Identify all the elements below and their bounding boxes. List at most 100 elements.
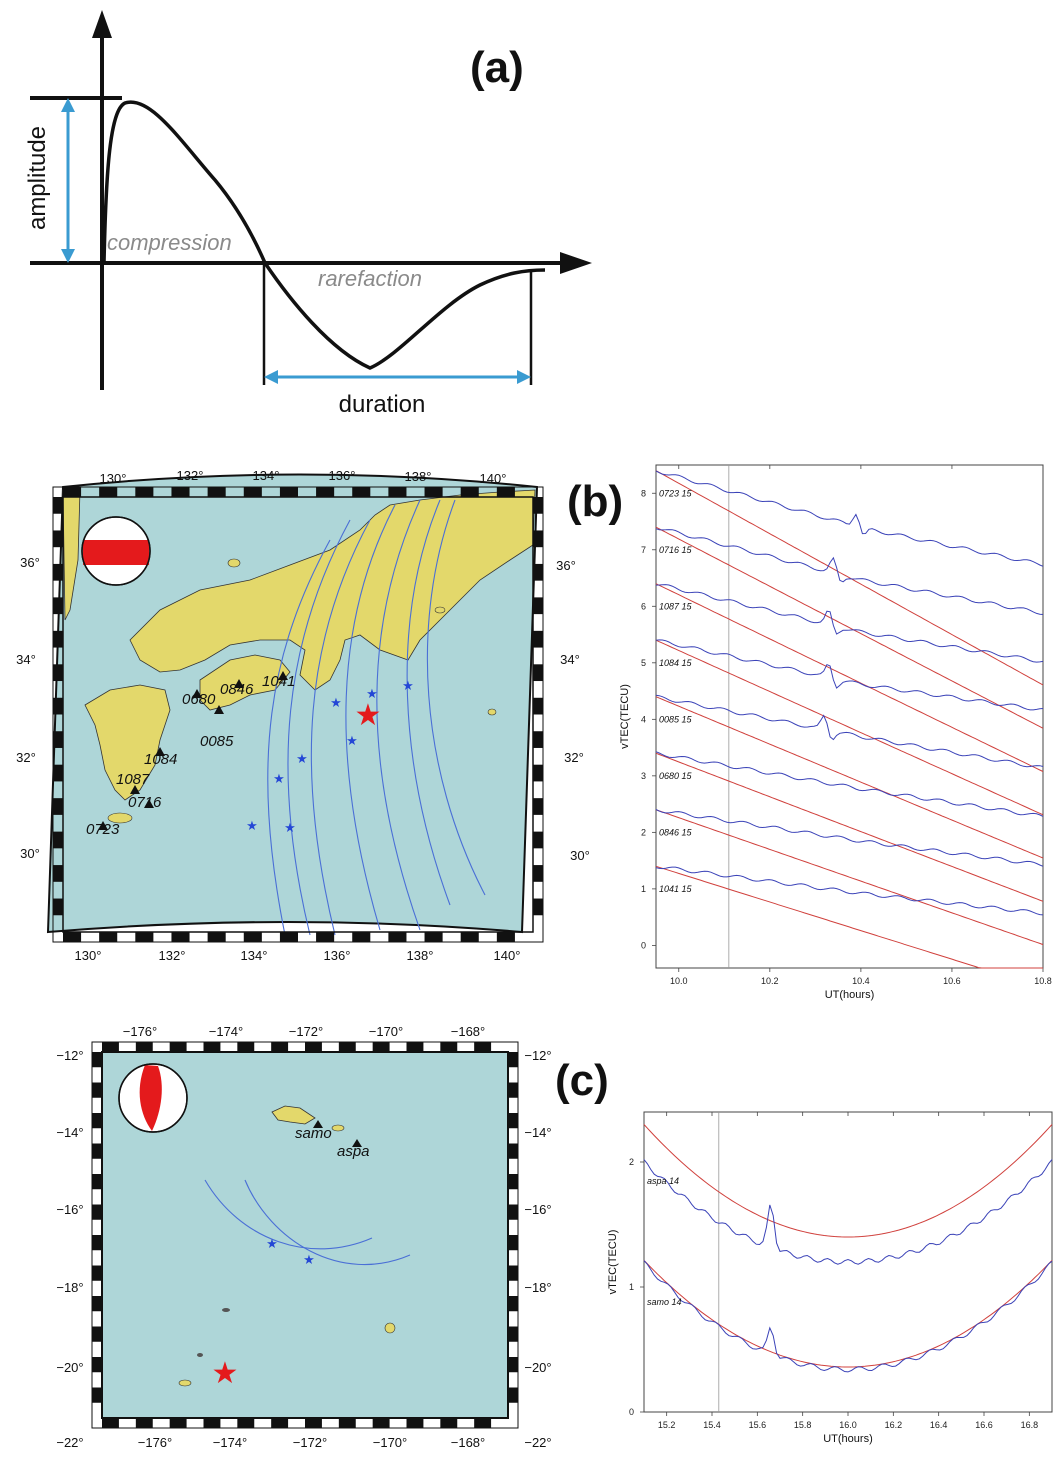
frame-bar bbox=[508, 1052, 518, 1068]
observed-trace bbox=[655, 751, 1044, 817]
frame-bar bbox=[533, 898, 543, 916]
map-tick-label: 134° bbox=[253, 468, 280, 483]
model-trace bbox=[643, 1124, 1053, 1238]
frame-bar bbox=[203, 1418, 221, 1428]
frame-bar bbox=[508, 1326, 518, 1342]
frame-bar bbox=[243, 932, 262, 942]
observed-trace bbox=[655, 866, 1044, 916]
y-tick-label: 4 bbox=[641, 714, 646, 724]
trace-label: 0085 15 bbox=[659, 714, 693, 724]
map-tick-label: −20° bbox=[56, 1360, 83, 1375]
station-label: 0680 bbox=[182, 691, 216, 708]
station-label: 0716 bbox=[128, 794, 162, 811]
frame-bar bbox=[279, 487, 298, 497]
model-trace bbox=[655, 809, 1044, 946]
plot-area bbox=[643, 1111, 1053, 1413]
frame-bar bbox=[352, 932, 371, 942]
map-tick-label: −176° bbox=[138, 1435, 172, 1450]
model-trace bbox=[655, 752, 1044, 902]
frame-bar bbox=[508, 1113, 518, 1129]
island bbox=[197, 1353, 203, 1357]
frame-bar bbox=[474, 1042, 492, 1052]
map-tick-label: −170° bbox=[373, 1435, 407, 1450]
map-b-lon-ticks-top: 130° 132° 134° 136° 138° 140° bbox=[100, 468, 507, 486]
map-tick-label: −176° bbox=[123, 1024, 157, 1039]
frame-bar bbox=[305, 1042, 322, 1052]
observed-trace bbox=[655, 470, 1044, 567]
panel-c-vtec-chart: 15.2 15.4 15.6 15.8 16.0 16.2 16.4 16.6 16.8 0 1 2 U… bbox=[607, 1111, 1053, 1445]
panel-c-map: (c) ★ ★ ★ samo aspa −176° −174° −172° −170°… bbox=[56, 1024, 608, 1450]
panel-c-label: (c) bbox=[555, 1056, 609, 1105]
map-tick-label: −168° bbox=[451, 1024, 485, 1039]
station-label: 0846 bbox=[220, 681, 254, 698]
x-tick-label: 16.8 bbox=[1021, 1420, 1039, 1430]
frame-border bbox=[52, 486, 544, 943]
map-tick-label: 32° bbox=[16, 750, 36, 765]
model-trace bbox=[655, 639, 1044, 816]
ipp-star: ★ bbox=[284, 821, 296, 836]
frame-bar bbox=[533, 798, 543, 815]
frame-bar bbox=[316, 932, 335, 942]
frame-bar bbox=[92, 1265, 102, 1281]
map-tick-label: 134° bbox=[241, 948, 268, 963]
map-tick-label: 140° bbox=[480, 471, 507, 486]
frame-bar bbox=[53, 731, 63, 748]
trace-label: aspa 14 bbox=[647, 1176, 679, 1186]
frame-bar bbox=[53, 798, 63, 815]
frame-bar bbox=[460, 487, 479, 497]
frame-bar bbox=[508, 1265, 518, 1281]
duration-arrow-right bbox=[517, 370, 531, 384]
y-tick-label: 1 bbox=[641, 884, 646, 894]
ipp-star: ★ bbox=[330, 696, 342, 711]
station-marker bbox=[234, 679, 244, 688]
station-marker bbox=[214, 705, 224, 714]
map-tick-label: −18° bbox=[56, 1280, 83, 1295]
map-c-lon-ticks-bottom: −176° −174° −172° −170° −168° bbox=[138, 1435, 485, 1450]
frame-bar bbox=[99, 932, 118, 942]
map-c-lon-ticks-top: −176° −174° −172° −170° −168° bbox=[123, 1024, 485, 1039]
frame-bar bbox=[533, 831, 543, 849]
frame-bar bbox=[92, 1113, 102, 1129]
frame-bar bbox=[508, 1174, 518, 1190]
frame-bar bbox=[496, 487, 515, 497]
frame-bar bbox=[92, 1052, 102, 1068]
map-c-frame bbox=[91, 1041, 519, 1429]
observed-trace bbox=[655, 694, 1044, 768]
panel-a: (a) amplitude compression rarefaction du… bbox=[24, 10, 592, 418]
station-marker bbox=[155, 747, 165, 756]
satellite-tracks bbox=[267, 499, 486, 936]
station-marker bbox=[352, 1139, 362, 1147]
frame-bar bbox=[533, 764, 543, 782]
ipp-star: ★ bbox=[266, 1237, 278, 1252]
frame-bar bbox=[92, 1143, 102, 1159]
frame-bar bbox=[92, 1296, 102, 1312]
duration-label: duration bbox=[339, 391, 426, 418]
frame-bar bbox=[203, 1042, 221, 1052]
frame-bar bbox=[533, 731, 543, 748]
ipp-star: ★ bbox=[402, 679, 414, 694]
trace-label: samo 14 bbox=[647, 1297, 682, 1307]
y-tick-label: 3 bbox=[641, 771, 646, 781]
frame-bar bbox=[53, 630, 63, 648]
model-trace bbox=[655, 696, 1044, 859]
frame-bar bbox=[135, 1418, 153, 1428]
frame-bar bbox=[388, 932, 407, 942]
frame-bar bbox=[53, 898, 63, 916]
map-b-lat-ticks-right: 30° 32° 34° 36° bbox=[556, 558, 590, 863]
station-marker bbox=[98, 821, 108, 830]
x-tick-label: 15.4 bbox=[703, 1420, 721, 1430]
frame-bar bbox=[92, 1357, 102, 1373]
trace-label: 1084 15 bbox=[659, 658, 693, 668]
map-tick-label: −168° bbox=[451, 1435, 485, 1450]
map-tick-label: 136° bbox=[324, 948, 351, 963]
map-tick-label: 36° bbox=[556, 558, 576, 573]
map-tick-label: 30° bbox=[20, 846, 40, 861]
x-tick-label: 16.4 bbox=[930, 1420, 948, 1430]
frame-bar bbox=[508, 1082, 518, 1098]
frame-bar bbox=[533, 865, 543, 882]
frame-bar bbox=[508, 1357, 518, 1373]
focal-mechanism-beachball bbox=[81, 516, 151, 586]
map-tick-label: −16° bbox=[524, 1202, 551, 1217]
frame-bar bbox=[533, 530, 543, 548]
